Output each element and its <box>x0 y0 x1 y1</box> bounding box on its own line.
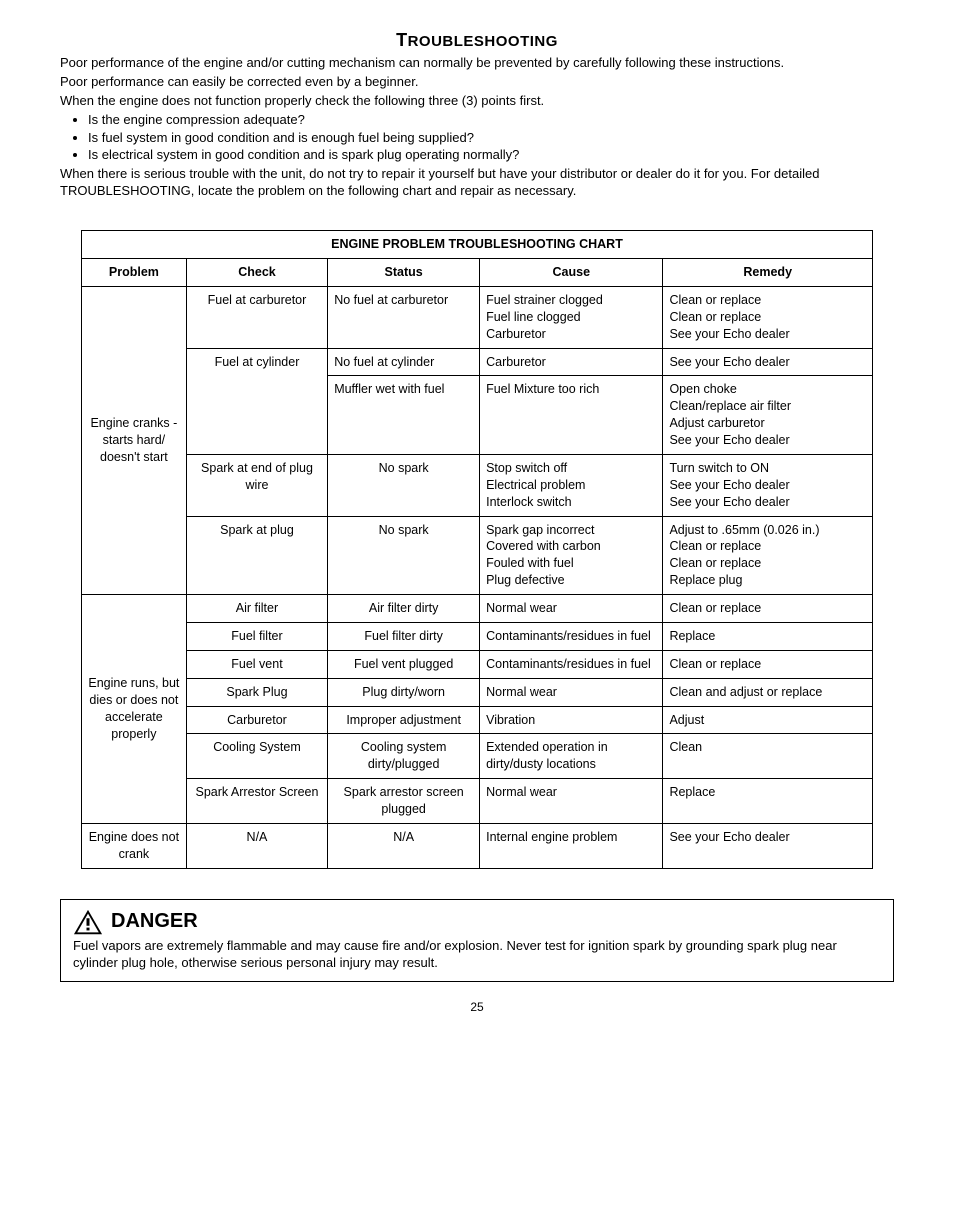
title-firstletter: T <box>396 30 408 50</box>
s2r2-check: Fuel filter <box>186 622 327 650</box>
s1r2-cause: Carburetor <box>480 348 663 376</box>
s2r3-cause: Contaminants/residues in fuel <box>480 650 663 678</box>
s3-status: N/A <box>328 823 480 868</box>
s1r3-cause: Fuel Mixture too rich <box>480 376 663 455</box>
s2r6-remedy: Clean <box>663 734 873 779</box>
bullet-1: Is the engine compression adequate? <box>88 112 894 129</box>
s1r2-status: No fuel at cylinder <box>328 348 480 376</box>
th-remedy: Remedy <box>663 259 873 287</box>
danger-label: DANGER <box>111 910 198 933</box>
title-rest: ROUBLESHOOTING <box>408 33 558 50</box>
s2r7-remedy: Replace <box>663 779 873 824</box>
bullet-3: Is electrical system in good condition a… <box>88 147 894 164</box>
s2r4-check: Spark Plug <box>186 678 327 706</box>
s1r2-remedy: See your Echo dealer <box>663 348 873 376</box>
s1r1-remedy: Clean or replaceClean or replaceSee your… <box>663 286 873 348</box>
s3-check: N/A <box>186 823 327 868</box>
s1r1-status: No fuel at carburetor <box>328 286 480 348</box>
s1r4-status: No spark <box>328 454 480 516</box>
s1r4-remedy: Turn switch to ONSee your Echo dealerSee… <box>663 454 873 516</box>
danger-text: Fuel vapors are extremely flammable and … <box>73 938 881 972</box>
s2-problem: Engine runs, but dies or does not accele… <box>82 595 187 824</box>
th-problem: Problem <box>82 259 187 287</box>
th-cause: Cause <box>480 259 663 287</box>
s2r2-cause: Contaminants/residues in fuel <box>480 622 663 650</box>
s2r7-check: Spark Arrestor Screen <box>186 779 327 824</box>
s1r3-remedy: Open chokeClean/replace air filterAdjust… <box>663 376 873 455</box>
s2r1-status: Air filter dirty <box>328 595 480 623</box>
s2r3-remedy: Clean or replace <box>663 650 873 678</box>
s2r1-cause: Normal wear <box>480 595 663 623</box>
s2r2-status: Fuel filter dirty <box>328 622 480 650</box>
page-title: TROUBLESHOOTING <box>60 30 894 51</box>
s2r4-status: Plug dirty/worn <box>328 678 480 706</box>
s1r5-status: No spark <box>328 516 480 595</box>
s2r5-status: Improper adjustment <box>328 706 480 734</box>
troubleshooting-chart: ENGINE PROBLEM TROUBLESHOOTING CHART Pro… <box>81 230 873 869</box>
s1r2-check: Fuel at cylinder <box>186 348 327 454</box>
intro-p1: Poor performance of the engine and/or cu… <box>60 55 894 72</box>
danger-box: DANGER Fuel vapors are extremely flammab… <box>60 899 894 983</box>
s1r4-check: Spark at end of plug wire <box>186 454 327 516</box>
s1r1-cause: Fuel strainer cloggedFuel line cloggedCa… <box>480 286 663 348</box>
intro-p2: Poor performance can easily be corrected… <box>60 74 894 91</box>
s2r4-remedy: Clean and adjust or replace <box>663 678 873 706</box>
th-check: Check <box>186 259 327 287</box>
s2r7-cause: Normal wear <box>480 779 663 824</box>
th-status: Status <box>328 259 480 287</box>
s1r4-cause: Stop switch offElectrical problemInterlo… <box>480 454 663 516</box>
s2r5-remedy: Adjust <box>663 706 873 734</box>
s2r4-cause: Normal wear <box>480 678 663 706</box>
s3-problem: Engine does not crank <box>82 823 187 868</box>
s2r1-remedy: Clean or replace <box>663 595 873 623</box>
chart-title: ENGINE PROBLEM TROUBLESHOOTING CHART <box>82 231 873 259</box>
intro-p3: When the engine does not function proper… <box>60 93 894 110</box>
intro-p4: When there is serious trouble with the u… <box>60 166 894 200</box>
s2r3-check: Fuel vent <box>186 650 327 678</box>
page-number: 25 <box>60 1000 894 1014</box>
s1r5-cause: Spark gap incorrectCovered with carbonFo… <box>480 516 663 595</box>
intro-bullets: Is the engine compression adequate? Is f… <box>60 112 894 165</box>
s2r6-check: Cooling System <box>186 734 327 779</box>
s2r6-cause: Extended operation in dirty/dusty locati… <box>480 734 663 779</box>
s1r5-remedy: Adjust to .65mm (0.026 in.)Clean or repl… <box>663 516 873 595</box>
s1r1-check: Fuel at carburetor <box>186 286 327 348</box>
s2r7-status: Spark arrestor screen plugged <box>328 779 480 824</box>
bullet-2: Is fuel system in good condition and is … <box>88 130 894 147</box>
s1-problem: Engine cranks - starts hard/ doesn't sta… <box>82 286 187 594</box>
s3-cause: Internal engine problem <box>480 823 663 868</box>
s2r6-status: Cooling system dirty/plugged <box>328 734 480 779</box>
s2r2-remedy: Replace <box>663 622 873 650</box>
warning-icon <box>73 908 103 936</box>
s2r1-check: Air filter <box>186 595 327 623</box>
s2r3-status: Fuel vent plugged <box>328 650 480 678</box>
s3-remedy: See your Echo dealer <box>663 823 873 868</box>
s1r3-status: Muffler wet with fuel <box>328 376 480 455</box>
s1r5-check: Spark at plug <box>186 516 327 595</box>
s2r5-check: Carburetor <box>186 706 327 734</box>
s2r5-cause: Vibration <box>480 706 663 734</box>
